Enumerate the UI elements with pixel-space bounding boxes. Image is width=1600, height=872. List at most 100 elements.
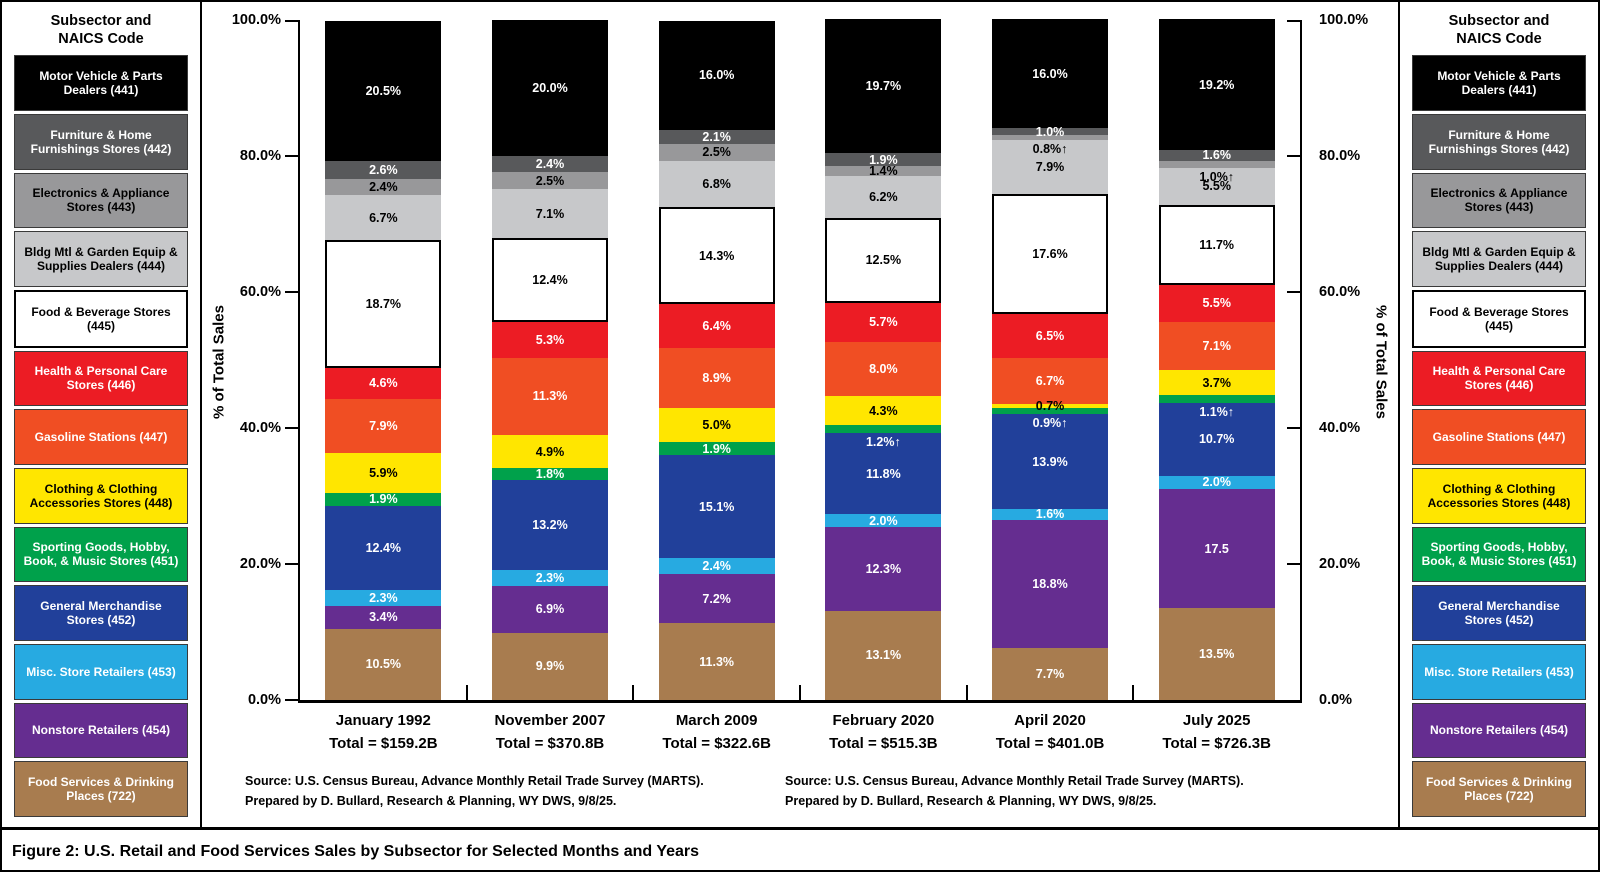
y-tick-mark-right	[1287, 20, 1300, 22]
legend-item-441: Motor Vehicle & Parts Dealers (441)	[1412, 55, 1586, 111]
bar-segment-443: 1.4%	[825, 163, 942, 178]
category-total: Total = $726.3B	[1162, 734, 1271, 752]
bar-segment-445: 11.7%	[1158, 205, 1275, 285]
legend-item-label: Food Services & Drinking Places (722)	[1425, 774, 1573, 804]
bar-slot: 9.9% 6.9% 2.3% 13.2% 1.8% 4.9% 11.3% 5.3% 12.4% 7…	[467, 20, 634, 700]
bar-segment-448: 4.3%	[825, 396, 942, 426]
bar-segment-441: 19.2%	[1158, 19, 1275, 150]
segment-value-label: 7.7%	[1035, 666, 1065, 681]
bar-segment-454: 7.2%	[658, 574, 775, 624]
legend-item-453: Misc. Store Retailers (453)	[1412, 643, 1586, 700]
bar-segment-451: 1.9%	[658, 442, 775, 456]
y-axis-title-left-col: % of Total Sales	[202, 20, 236, 703]
y-tick-mark-right	[1287, 155, 1300, 157]
category-month-year: July 2025	[1182, 712, 1251, 729]
bar-segment-722: 13.5%	[1158, 608, 1275, 700]
category-total: Total = $401.0B	[995, 734, 1105, 752]
bar-segment-442: 1.0%	[992, 125, 1109, 137]
segment-value-label: 19.2%	[1198, 77, 1235, 92]
bar-segment-446: 6.5%	[992, 313, 1109, 359]
segment-value-label: 1.6%	[1202, 148, 1231, 163]
bar-segment-445: 17.6%	[992, 194, 1109, 314]
bar-segment-454: 12.3%	[825, 527, 942, 611]
category-total: Total = $322.6B	[662, 734, 771, 752]
y-axis-title-right: % of Total Sales	[1372, 304, 1390, 419]
left-legend-panel: Subsector and NAICS Code Motor Vehicle &…	[2, 2, 202, 827]
category-month-year: March 2009	[675, 712, 758, 729]
segment-value-label: 5.7%	[869, 315, 898, 330]
bar-segment-452: 10.7%	[1158, 402, 1275, 476]
segment-value-label: 20.5%	[365, 83, 402, 98]
segment-value-label: 6.2%	[869, 189, 898, 204]
segment-value-label: 2.3%	[369, 590, 398, 605]
segment-value-label: 0.7%	[1035, 398, 1065, 413]
stacked-bar-february-2020: 13.1% 12.3% 2.0% 11.8% 1.2%↑ 4.3% 8.0% 5.7% 12.5…	[825, 19, 942, 700]
axes-row: % of Total Sales 100.0% 80.0% 60.0% 40.0% 20…	[202, 12, 1398, 708]
bar-segment-451: 1.8%	[492, 468, 608, 481]
bar-segment-446: 5.3%	[492, 322, 608, 359]
bar-segment-722: 10.5%	[325, 628, 442, 700]
category-label: March 2009 Total = $322.6B	[633, 710, 800, 755]
legend-item-443: Electronics & Appliance Stores (443)	[14, 172, 188, 229]
segment-value-label: 1.2%↑	[865, 435, 901, 450]
bar-segment-444: 7.9%	[992, 140, 1109, 195]
y-tick-mark-left	[285, 155, 298, 157]
y-axis-title-left: % of Total Sales	[210, 304, 228, 419]
segment-value-label: 5.9%	[369, 465, 398, 480]
segment-value-label: 1.4%	[869, 163, 898, 178]
bar-segment-445: 14.3%	[658, 207, 775, 305]
x-tick-mark	[799, 685, 801, 700]
legend-item-label: Sporting Goods, Hobby, Book, & Music Sto…	[1421, 540, 1577, 569]
legend-item-448: Clothing & Clothing Accessories Stores (…	[14, 467, 188, 524]
x-tick-mark	[632, 685, 635, 700]
segment-value-label: 6.8%	[702, 176, 731, 191]
segment-value-label: 2.4%	[535, 157, 565, 172]
source-line-2: Prepared by D. Bullard, Research & Plann…	[785, 794, 1157, 808]
legend-item-448: Clothing & Clothing Accessories Stores (…	[1412, 467, 1586, 524]
category-pad-right	[1300, 710, 1398, 755]
segment-value-label: 1.6%	[1035, 507, 1065, 522]
y-tick-label: 80.0%	[1319, 148, 1361, 164]
y-tick-label: 20.0%	[239, 556, 281, 572]
figure-caption: Figure 2: U.S. Retail and Food Services …	[12, 842, 700, 860]
chart-area: % of Total Sales 100.0% 80.0% 60.0% 40.0% 20…	[202, 2, 1398, 827]
category-label: July 2025 Total = $726.3B	[1133, 710, 1300, 755]
y-tick-label: 80.0%	[239, 148, 281, 164]
legend-item-label: Nonstore Retailers (454)	[1429, 723, 1569, 738]
bar-segment-452: 13.2%	[492, 480, 608, 571]
legend-item-label: Motor Vehicle & Parts Dealers (441)	[39, 68, 163, 98]
y-tick-mark-right	[1287, 291, 1300, 293]
legend-item-label: General Merchandise Stores (452)	[1438, 598, 1560, 628]
segment-value-label: 18.7%	[365, 296, 402, 311]
y-tick-mark-right	[1287, 563, 1300, 565]
y-tick-label: 0.0%	[1319, 692, 1353, 708]
segment-value-label: 11.3%	[699, 654, 735, 669]
bar-segment-442: 2.6%	[325, 160, 442, 179]
x-tick-mark	[965, 685, 968, 700]
segment-value-label: 8.9%	[702, 370, 731, 385]
segment-value-label: 10.7%	[1198, 431, 1235, 446]
bar-segment-448: 5.9%	[325, 452, 442, 493]
segment-value-label: 11.8%	[865, 466, 901, 481]
segment-value-label: 1.9%	[369, 491, 398, 506]
segment-value-label: 17.6%	[1032, 246, 1068, 261]
bar-slot: 13.5% 17.5 2.0% 10.7% 1.1%↑ 3.7% 7.1% 5.5% 11.7%…	[1133, 19, 1300, 700]
category-label: April 2020 Total = $401.0B	[967, 710, 1134, 755]
segment-value-label: 2.1%	[702, 129, 731, 144]
plot-area: 10.5% 3.4% 2.3% 12.4% 1.9% 5.9% 7.9% 4.6% 18.7% 6…	[298, 19, 1302, 703]
y-tick-mark-left	[285, 427, 298, 429]
segment-value-label: 12.5%	[865, 253, 902, 268]
category-total: Total = $515.3B	[829, 734, 938, 752]
legend-item-452: General Merchandise Stores (452)	[1412, 585, 1586, 641]
legend-item-label: Health & Personal Care Stores (446)	[1432, 364, 1566, 393]
segment-value-label: 2.0%	[1202, 475, 1231, 490]
segment-value-label: 16.0%	[1032, 66, 1068, 81]
legend-item-453: Misc. Store Retailers (453)	[14, 643, 188, 700]
bar-segment-448: 3.7%	[1158, 370, 1275, 396]
y-axis-left: 100.0% 80.0% 60.0% 40.0% 20.0% 0.0%	[232, 12, 298, 708]
legend-item-722: Food Services & Drinking Places (722)	[1412, 761, 1586, 817]
segment-value-label: 4.3%	[869, 403, 898, 418]
y-tick-mark-left	[285, 563, 298, 565]
legend-item-451: Sporting Goods, Hobby, Book, & Music Sto…	[1412, 526, 1586, 583]
legend-item-label: Electronics & Appliance Stores (443)	[32, 186, 170, 215]
